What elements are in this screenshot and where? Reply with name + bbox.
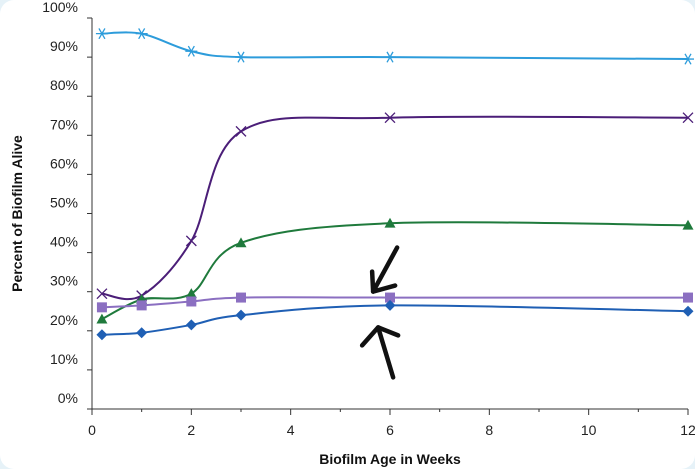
diamond-marker xyxy=(384,299,396,311)
square-marker xyxy=(683,292,693,303)
arrow-head xyxy=(359,325,401,348)
x-marker-stroke xyxy=(185,235,197,247)
diamond-marker xyxy=(682,305,694,317)
x-tick-label: 2 xyxy=(187,422,195,438)
square-marker xyxy=(186,296,197,307)
data-point xyxy=(235,51,247,63)
square-marker xyxy=(236,292,246,303)
x-tick-label: 6 xyxy=(386,422,394,438)
data-point xyxy=(682,305,694,317)
data-point xyxy=(185,288,197,299)
y-tick-label: 70% xyxy=(50,116,78,132)
arrow-shaft xyxy=(375,325,396,380)
data-point xyxy=(682,53,694,65)
arrow-up-left-annotation xyxy=(359,325,401,380)
data-point xyxy=(235,237,247,248)
data-point xyxy=(385,292,395,303)
y-tick-label: 30% xyxy=(50,273,78,289)
asterisk-marker-stroke xyxy=(98,28,106,40)
arrow-shaft xyxy=(370,245,400,294)
y-tick-label: 80% xyxy=(50,77,78,93)
asterisk-marker-stroke xyxy=(237,51,245,63)
data-point xyxy=(236,292,246,303)
series-2 xyxy=(96,112,694,302)
data-point xyxy=(235,309,247,321)
data-point xyxy=(682,219,694,230)
data-point xyxy=(96,329,108,341)
triangle-marker xyxy=(235,237,247,248)
series-line xyxy=(101,304,689,336)
x-tick-label: 8 xyxy=(485,422,493,438)
y-axis-title: Percent of Biofilm Alive xyxy=(9,135,25,292)
diamond-marker xyxy=(185,319,197,331)
triangle-marker xyxy=(96,313,108,324)
diamond-marker xyxy=(136,327,148,339)
square-marker xyxy=(136,300,147,311)
series-1 xyxy=(95,28,694,65)
x-tick-label: 4 xyxy=(287,422,295,438)
data-point xyxy=(683,292,693,303)
y-tick-label: 50% xyxy=(50,195,78,211)
triangle-marker xyxy=(682,219,694,230)
data-point xyxy=(95,28,108,40)
data-point xyxy=(384,112,396,124)
data-point xyxy=(96,313,108,324)
series-5 xyxy=(96,299,694,341)
y-tick-label: 0% xyxy=(58,390,78,406)
x-marker-stroke xyxy=(682,112,694,124)
triangle-marker xyxy=(185,288,197,299)
data-point xyxy=(135,28,148,40)
series-group xyxy=(95,28,694,341)
axes: 0% 10% 20% 30% 40% 50% 60% 70% 80% 90% 100% 0 2 4 6 8 10… xyxy=(42,0,695,438)
data-point xyxy=(384,51,396,63)
data-point xyxy=(235,125,247,137)
x-marker-stroke xyxy=(384,112,396,124)
square-marker xyxy=(96,302,107,313)
arrow-down-left-annotation xyxy=(369,245,400,294)
data-point xyxy=(96,288,108,300)
data-point xyxy=(682,112,694,124)
diamond-marker xyxy=(96,329,108,341)
data-point xyxy=(185,319,197,331)
x-tick-label: 10 xyxy=(581,422,597,438)
x-tick-label: 0 xyxy=(88,422,96,438)
x-tick-label: 12 xyxy=(680,422,695,438)
data-point xyxy=(185,235,197,247)
y-tick-label: 90% xyxy=(50,38,78,54)
series-4 xyxy=(96,292,693,313)
y-tick-label: 40% xyxy=(50,234,78,250)
data-point xyxy=(186,296,197,307)
data-point xyxy=(96,302,107,313)
triangle-marker xyxy=(384,217,396,228)
x-axis-title: Biofilm Age in Weeks xyxy=(319,451,461,467)
arrow-head xyxy=(369,269,398,294)
data-point xyxy=(384,217,396,228)
asterisk-marker-stroke xyxy=(187,45,195,57)
square-marker xyxy=(385,292,395,303)
data-point xyxy=(136,300,147,311)
diamond-marker xyxy=(235,309,247,321)
y-tick-label: 100% xyxy=(42,0,78,15)
y-tick-label: 60% xyxy=(50,155,78,171)
data-point xyxy=(136,327,148,339)
y-tick-label: 10% xyxy=(50,351,78,367)
x-marker-stroke xyxy=(96,288,108,300)
data-point xyxy=(384,299,396,311)
asterisk-marker-stroke xyxy=(138,28,146,40)
x-marker-stroke xyxy=(235,125,247,137)
asterisk-marker-stroke xyxy=(386,51,394,63)
annotations xyxy=(359,245,401,380)
y-tick-label: 20% xyxy=(50,312,78,328)
data-point xyxy=(185,45,198,57)
series-line xyxy=(101,115,689,301)
asterisk-marker-stroke xyxy=(684,53,692,65)
series-3 xyxy=(96,217,694,324)
